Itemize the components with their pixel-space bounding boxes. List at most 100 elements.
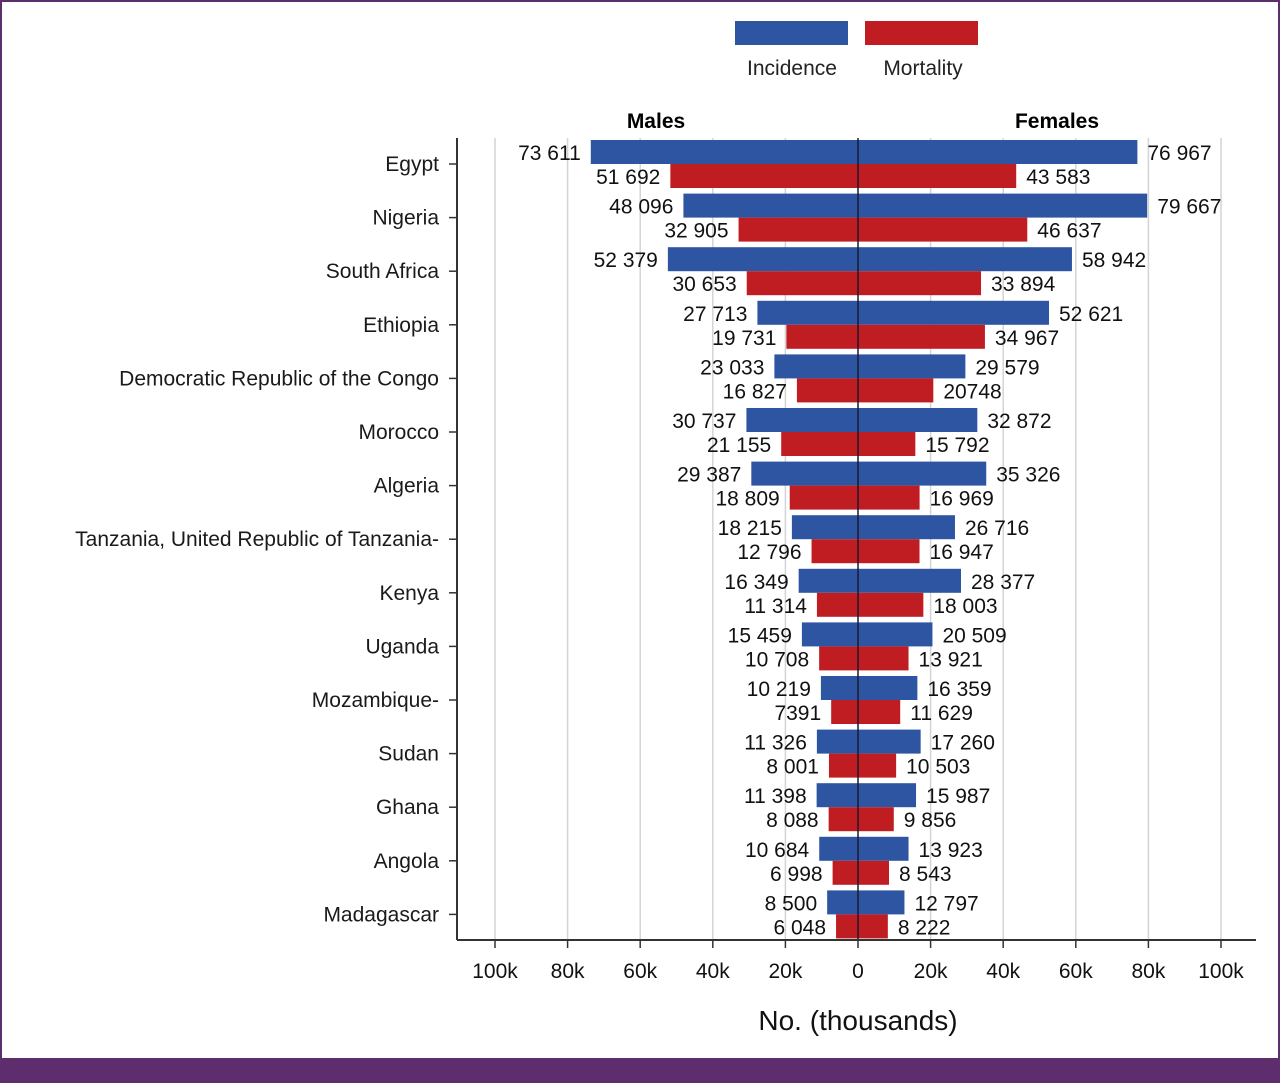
x-tick-label: 60k (1059, 960, 1093, 983)
label-females-mortality: 34 967 (995, 327, 1059, 350)
bar-females-mortality (858, 378, 934, 403)
label-males-mortality: 21 155 (707, 434, 771, 457)
label-females-mortality: 9 856 (904, 809, 957, 832)
label-males-mortality: 10 708 (745, 648, 809, 671)
bar-males-incidence (816, 783, 858, 808)
x-tick-label: 80k (1131, 960, 1165, 983)
bar-females-mortality (858, 164, 1017, 188)
label-males-incidence: 52 379 (594, 249, 658, 272)
category-label: Mozambique- (312, 689, 439, 712)
label-females-mortality: 16 947 (930, 541, 994, 564)
legend: Incidence Mortality (735, 21, 978, 80)
bar-males-mortality (670, 164, 858, 188)
label-males-incidence: 16 349 (724, 571, 788, 594)
label-males-incidence: 15 459 (728, 624, 792, 647)
category-label: Democratic Republic of the Congo (119, 367, 439, 390)
bar-females-incidence (858, 461, 987, 486)
bar-females-mortality (858, 432, 916, 456)
label-males-incidence: 29 387 (677, 464, 741, 487)
bar-females-mortality (858, 860, 890, 885)
x-tick-label: 0 (852, 960, 864, 983)
label-males-mortality: 30 653 (672, 273, 736, 296)
label-females-incidence: 26 716 (965, 517, 1029, 540)
label-males-incidence: 18 215 (718, 517, 782, 540)
bar-males-incidence (590, 140, 858, 164)
bar-males-mortality (746, 271, 858, 296)
label-females-mortality: 18 003 (933, 595, 997, 618)
label-males-mortality: 12 796 (737, 541, 801, 564)
bar-males-incidence (746, 408, 858, 432)
chart: Incidence Mortality Males Females 73 611… (75, 21, 1256, 1036)
label-females-incidence: 76 967 (1147, 142, 1211, 165)
header-females: Females (1015, 110, 1099, 133)
label-females-incidence: 58 942 (1082, 249, 1146, 272)
category-label: South Africa (326, 260, 440, 283)
bar-males-mortality (789, 485, 858, 510)
bar-males-mortality (738, 217, 858, 242)
bar-males-incidence (667, 247, 858, 272)
legend-swatch-incidence (735, 21, 848, 45)
label-males-incidence: 10 684 (745, 839, 810, 862)
bar-males-mortality (811, 539, 858, 564)
category-label: Egypt (385, 153, 439, 176)
bar-females-incidence (858, 836, 909, 861)
label-females-mortality: 20748 (943, 380, 1001, 403)
bar-females-mortality (858, 271, 982, 296)
x-tick-label: 40k (696, 960, 730, 983)
label-males-mortality: 16 827 (723, 380, 787, 403)
label-females-incidence: 12 797 (914, 892, 978, 915)
label-females-mortality: 15 792 (925, 434, 989, 457)
bar-males-incidence (757, 300, 858, 325)
label-males-incidence: 11 326 (744, 732, 807, 755)
label-males-mortality: 19 731 (712, 327, 776, 350)
label-males-incidence: 10 219 (747, 678, 811, 701)
x-tick-label: 20k (914, 960, 948, 983)
category-label: Madagascar (323, 903, 439, 926)
bar-females-incidence (858, 729, 921, 754)
bar-females-incidence (858, 515, 955, 540)
label-females-mortality: 13 921 (919, 648, 983, 671)
bar-females-incidence (858, 568, 962, 593)
bar-females-incidence (858, 300, 1050, 325)
category-label: Kenya (379, 582, 439, 605)
x-axis-label: No. (thousands) (758, 1005, 957, 1036)
bar-males-incidence (801, 622, 858, 647)
x-tick-labels: 100k 80k 60k 40k 20k 0 20k 40k 60k 80k 100k (472, 960, 1244, 983)
label-males-incidence: 48 096 (609, 196, 673, 219)
bar-females-incidence (858, 247, 1072, 272)
bar-males-incidence (683, 193, 858, 218)
x-tick-label: 100k (1198, 960, 1244, 983)
label-females-incidence: 15 987 (926, 785, 990, 808)
label-males-incidence: 27 713 (683, 303, 747, 326)
category-label: Angola (374, 850, 440, 873)
category-label: Morocco (358, 421, 439, 444)
legend-label-mortality: Mortality (883, 57, 963, 80)
label-males-mortality: 51 692 (596, 166, 660, 189)
bar-females-mortality (858, 485, 920, 510)
label-males-mortality: 8 088 (766, 809, 819, 832)
bar-females-incidence (858, 408, 978, 432)
x-tick-label: 60k (623, 960, 657, 983)
label-females-incidence: 29 579 (975, 356, 1039, 379)
label-females-incidence: 28 377 (971, 571, 1035, 594)
label-males-mortality: 18 809 (715, 488, 779, 511)
label-males-mortality: 6 998 (770, 863, 823, 886)
x-tick-label: 100k (472, 960, 518, 983)
bar-males-mortality (819, 646, 858, 671)
bar-females-incidence (858, 676, 918, 700)
bar-females-incidence (858, 354, 966, 379)
category-label: Algeria (374, 475, 440, 498)
label-females-mortality: 43 583 (1026, 166, 1090, 189)
label-females-incidence: 16 359 (927, 678, 991, 701)
bar-males-incidence (798, 568, 858, 593)
bar-females-mortality (858, 324, 985, 349)
label-males-incidence: 8 500 (765, 892, 818, 915)
bar-females-incidence (858, 193, 1148, 218)
bar-males-incidence (816, 729, 858, 754)
bar-females-mortality (858, 914, 888, 939)
bar-females-mortality (858, 753, 897, 778)
bar-males-mortality (831, 700, 858, 724)
x-tick-label: 20k (768, 960, 802, 983)
